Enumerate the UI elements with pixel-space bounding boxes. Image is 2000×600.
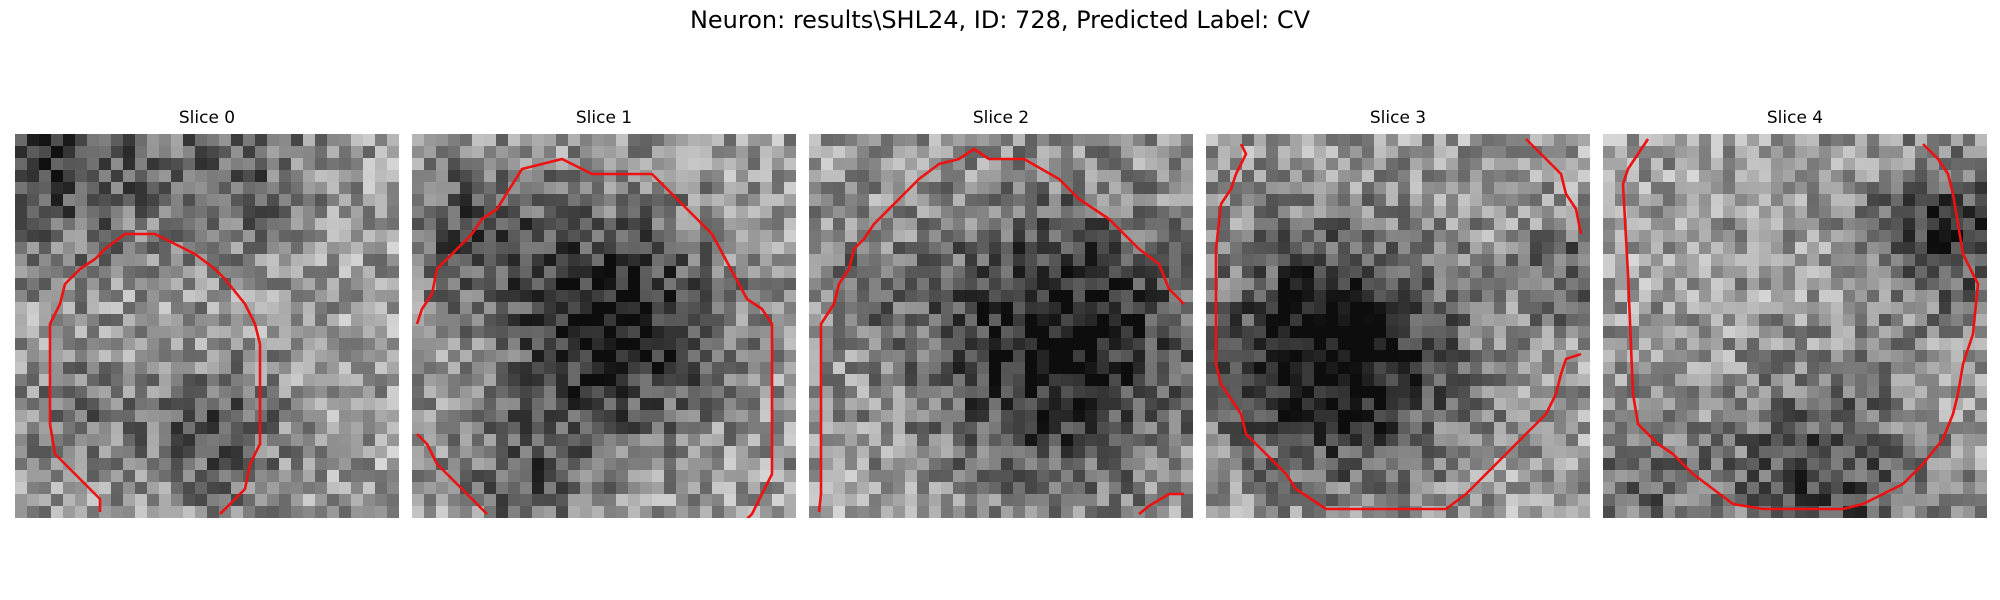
pixel-texture — [809, 134, 1193, 518]
slice-title: Slice 2 — [972, 108, 1030, 128]
red-contour — [1214, 143, 1582, 511]
slice-image-1 — [412, 134, 796, 518]
slice-image-0 — [15, 134, 399, 518]
pixel-texture — [15, 134, 399, 518]
slice-panel-0: Slice 0 — [15, 108, 399, 528]
red-contour — [416, 433, 488, 515]
slice-image-2 — [809, 134, 1193, 518]
red-contour — [415, 157, 774, 518]
red-contour — [48, 232, 262, 515]
red-contour — [1621, 138, 1980, 511]
slice-title: Slice 0 — [178, 108, 236, 128]
slice-panel-4: Slice 4 — [1603, 108, 1987, 528]
slice-image-4 — [1603, 134, 1987, 518]
figure-title: Neuron: results\SHL24, ID: 728, Predicte… — [689, 6, 1311, 34]
slice-panel-3: Slice 3 — [1206, 108, 1590, 528]
slice-panel-2: Slice 2 — [809, 108, 1193, 528]
red-contour — [817, 147, 1185, 513]
pixel-texture — [412, 134, 796, 518]
pixel-texture — [1206, 134, 1590, 518]
red-contour — [1138, 492, 1184, 516]
slice-panel-1: Slice 1 — [412, 108, 796, 528]
pixel-texture — [1603, 134, 1987, 518]
slice-title: Slice 3 — [1369, 108, 1427, 128]
red-contour — [1525, 138, 1583, 235]
slice-title: Slice 1 — [575, 108, 633, 128]
slice-image-3 — [1206, 134, 1590, 518]
slice-title: Slice 4 — [1766, 108, 1824, 128]
